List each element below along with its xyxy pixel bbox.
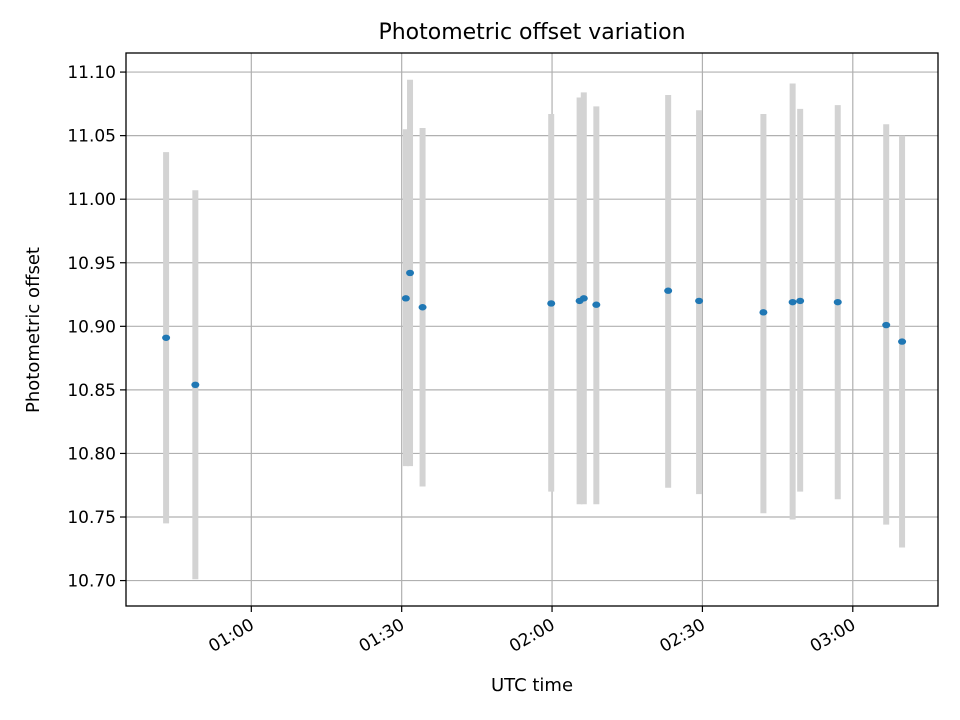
error-bars xyxy=(163,79,906,580)
x-tick-label: 02:30 xyxy=(656,615,708,657)
y-tick-label: 10.85 xyxy=(67,381,116,401)
data-point xyxy=(592,301,601,308)
y-tick-label: 11.00 xyxy=(67,190,116,210)
plot-frame xyxy=(125,52,939,607)
x-tick-label: 01:00 xyxy=(205,615,257,657)
grid xyxy=(126,53,938,606)
y-tick-label: 10.75 xyxy=(67,508,116,528)
chart-title: Photometric offset variation xyxy=(378,20,685,45)
y-tick-label: 11.05 xyxy=(67,127,116,147)
data-point xyxy=(759,309,768,316)
data-point xyxy=(882,321,891,329)
data-point xyxy=(898,338,907,345)
x-axis-label: UTC time xyxy=(491,675,573,696)
x-axis-ticks: 01:00 01:30 02:00 02:30 03:00 xyxy=(205,606,859,657)
data-point xyxy=(406,269,415,277)
y-axis-ticks: 10.70 10.75 10.80 10.85 10.90 10.95 11.00 11.05… xyxy=(67,63,126,592)
x-tick-label: 01:30 xyxy=(356,615,408,657)
y-tick-label: 10.90 xyxy=(67,317,116,337)
x-tick-label: 03:00 xyxy=(807,615,859,657)
data-point xyxy=(191,381,200,388)
data-point xyxy=(833,298,842,306)
y-axis-label: Photometric offset xyxy=(23,247,44,413)
y-tick-label: 10.80 xyxy=(67,444,116,464)
x-tick-label: 02:00 xyxy=(506,615,558,657)
data-point xyxy=(695,297,704,305)
y-tick-label: 10.95 xyxy=(67,254,116,274)
y-tick-label: 10.70 xyxy=(67,572,116,592)
data-point xyxy=(788,298,797,306)
data-points xyxy=(162,269,907,388)
data-point xyxy=(664,287,673,294)
data-point xyxy=(162,334,171,341)
y-tick-label: 11.10 xyxy=(67,63,116,83)
data-point xyxy=(796,297,805,305)
data-point xyxy=(418,304,427,311)
data-point xyxy=(547,300,556,307)
data-point xyxy=(579,295,588,302)
data-point xyxy=(401,295,410,302)
